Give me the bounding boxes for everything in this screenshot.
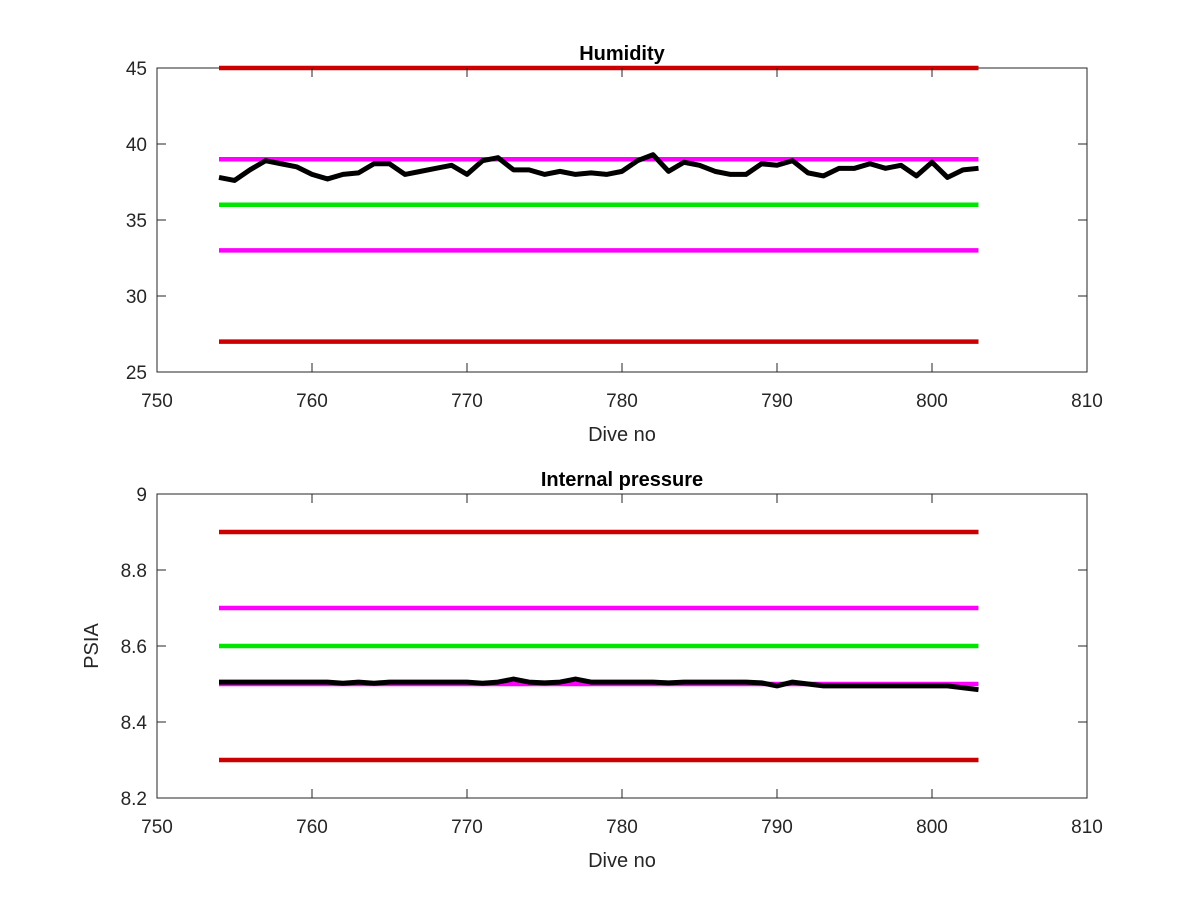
x-tick-label: 770 <box>451 817 483 838</box>
y-tick-label: 8.2 <box>121 789 147 810</box>
x-tick-label: 770 <box>451 391 483 412</box>
x-tick-label: 800 <box>916 391 948 412</box>
x-tick-label: 760 <box>296 391 328 412</box>
x-tick-label: 790 <box>761 391 793 412</box>
x-tick-label: 800 <box>916 817 948 838</box>
x-tick-label: 780 <box>606 391 638 412</box>
series-group <box>218 65 979 344</box>
humidity-chart: 750 760 770 780 790 800 810 25 30 35 40 45 Humidity D… <box>126 43 1103 446</box>
y-tick-label: 30 <box>126 287 147 308</box>
x-axis-label: Dive no <box>588 424 656 446</box>
y-tick-label: 35 <box>126 211 147 232</box>
y-tick-label: 40 <box>126 135 147 156</box>
x-tick-label: 760 <box>296 817 328 838</box>
x-tick-label: 810 <box>1071 817 1103 838</box>
y-tick-label: 8.6 <box>121 637 147 658</box>
series-group <box>219 529 979 763</box>
y-tick-label: 45 <box>126 59 147 80</box>
chart-title: Internal pressure <box>541 469 703 491</box>
chart-title: Humidity <box>579 43 665 65</box>
x-tick-label: 750 <box>141 817 173 838</box>
plot-area <box>156 67 1088 373</box>
y-tick-label: 8.4 <box>121 713 148 734</box>
y-axis-label: PSIA <box>81 623 103 669</box>
x-tick-label: 780 <box>606 817 638 838</box>
internal-pressure-chart: 750 760 770 780 790 800 810 8.2 8.4 8.6 8.8 9 Intern… <box>81 469 1103 872</box>
data-series-line <box>219 676 979 693</box>
data-series-line <box>218 152 979 183</box>
x-tick-label: 810 <box>1071 391 1103 412</box>
y-tick-label: 9 <box>136 485 147 506</box>
x-tick-label: 750 <box>141 391 173 412</box>
y-tick-label: 25 <box>126 363 147 384</box>
x-axis-label: Dive no <box>588 850 656 872</box>
y-tick-label: 8.8 <box>121 561 147 582</box>
x-tick-label: 790 <box>761 817 793 838</box>
